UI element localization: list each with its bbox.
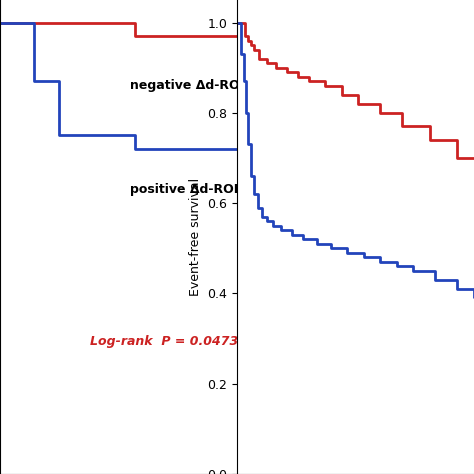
Text: Log-rank  P = 0.0473: Log-rank P = 0.0473 xyxy=(90,335,238,348)
Text: negative Δd-ROM: negative Δd-ROM xyxy=(130,79,252,92)
Y-axis label: Event-free survival: Event-free survival xyxy=(189,178,202,296)
Text: positive Δd-ROM: positive Δd-ROM xyxy=(130,183,246,196)
